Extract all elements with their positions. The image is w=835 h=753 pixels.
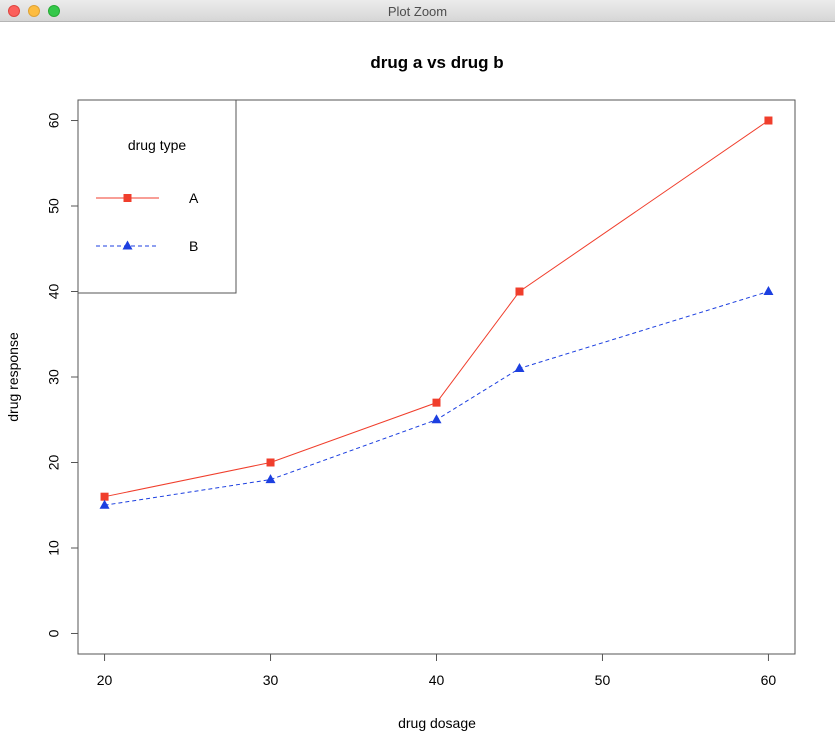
window-title: Plot Zoom: [387, 4, 448, 19]
data-point-B: [763, 286, 774, 296]
minimize-window-button[interactable]: [28, 5, 40, 17]
data-point-B: [431, 414, 442, 424]
y-tick-label: 30: [46, 369, 62, 385]
data-point-B: [514, 362, 525, 372]
legend-entries: AB: [96, 190, 199, 254]
x-tick-label: 20: [97, 672, 113, 688]
x-tick-label: 40: [429, 672, 445, 688]
x-axis: 20 30 40 50 60: [97, 653, 777, 688]
y-tick-label: 50: [46, 198, 62, 214]
legend: drug type AB: [77, 99, 237, 294]
zoom-window-button[interactable]: [48, 5, 60, 17]
data-point-A: [764, 116, 773, 125]
series-B: [99, 286, 774, 509]
x-axis-label: drug dosage: [398, 715, 476, 731]
y-tick-label: 0: [46, 629, 62, 637]
data-point-A: [432, 398, 441, 407]
chart-title: drug a vs drug b: [370, 53, 503, 72]
legend-entry-B: B: [96, 238, 198, 254]
legend-marker-B: [122, 240, 133, 250]
series-A: [100, 116, 773, 501]
series-layer: [99, 116, 774, 509]
legend-box: [77, 99, 237, 294]
y-tick-label: 20: [46, 454, 62, 470]
x-tick-label: 60: [761, 672, 777, 688]
y-tick-label: 10: [46, 540, 62, 556]
y-axis-label: drug response: [5, 332, 21, 422]
series-line-B: [104, 291, 769, 506]
y-tick-label: 60: [46, 113, 62, 129]
y-axis: 0 10 20 30 40 50 60: [46, 113, 79, 637]
x-tick-label: 30: [263, 672, 279, 688]
data-point-B: [99, 499, 110, 509]
legend-entry-A: A: [96, 190, 199, 206]
data-point-A: [515, 287, 524, 296]
legend-marker-A: [123, 194, 132, 202]
x-tick-label: 50: [595, 672, 611, 688]
data-point-B: [265, 474, 276, 484]
data-point-A: [100, 492, 109, 501]
legend-label-B: B: [189, 238, 198, 254]
close-window-button[interactable]: [8, 5, 20, 17]
legend-label-A: A: [189, 190, 199, 206]
data-point-A: [266, 458, 275, 467]
line-chart: drug a vs drug b 20 30 40 50 60 0 10 20 30 40 50 6…: [5, 53, 796, 731]
title-bar[interactable]: Plot Zoom: [0, 0, 835, 22]
legend-title: drug type: [128, 137, 187, 153]
y-tick-label: 40: [46, 284, 62, 300]
